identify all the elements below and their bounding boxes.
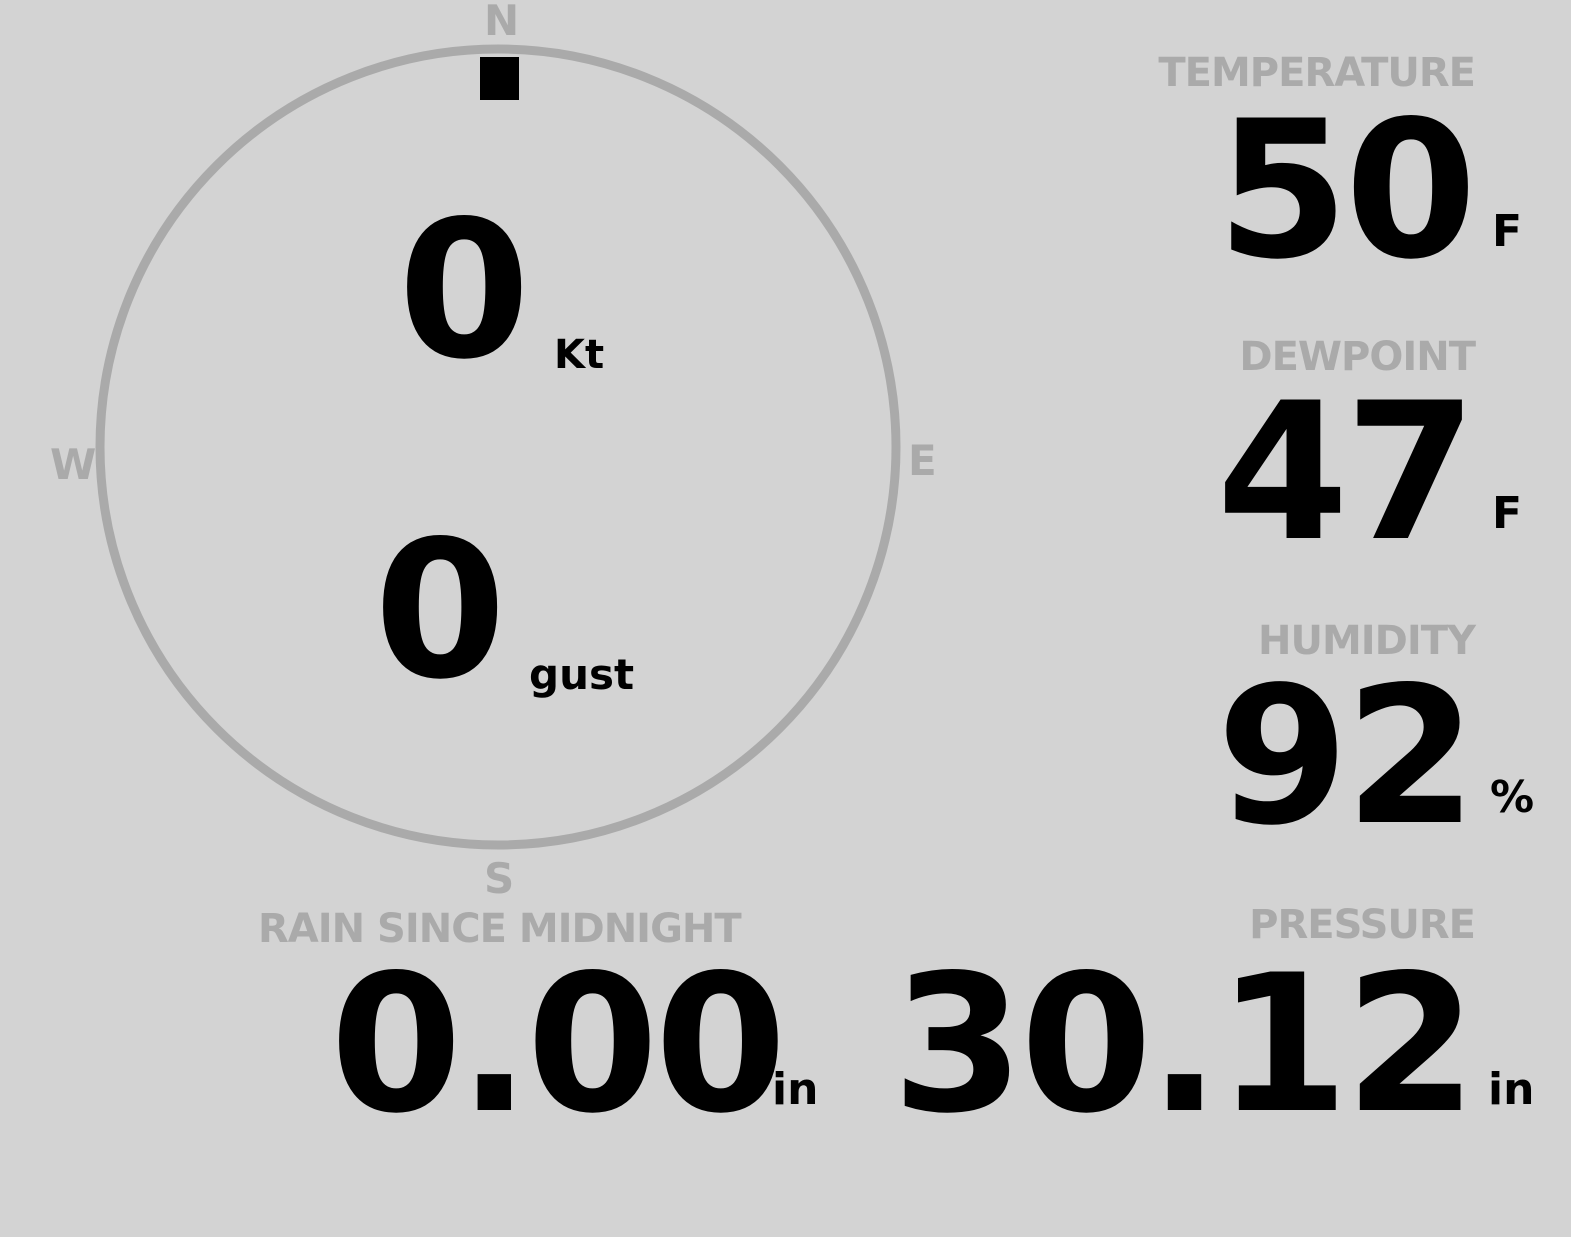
- compass-south: S: [484, 854, 515, 903]
- temperature-unit: F: [1492, 206, 1523, 257]
- gust-value: 0: [374, 500, 506, 721]
- wind-speed-value: 0: [398, 180, 530, 401]
- rain-unit: in: [772, 1064, 819, 1115]
- dewpoint-label: DEWPOINT: [1239, 334, 1476, 380]
- humidity-unit: %: [1490, 772, 1535, 823]
- temperature-value: 50: [1216, 80, 1477, 301]
- wind-direction-marker: [480, 57, 519, 100]
- compass-east: E: [908, 436, 937, 485]
- pressure-label: PRESSURE: [1249, 902, 1476, 948]
- rain-label: RAIN SINCE MIDNIGHT: [258, 906, 742, 952]
- compass-north: N: [484, 0, 520, 45]
- pressure-unit: in: [1488, 1064, 1535, 1115]
- gust-unit: gust: [529, 650, 635, 699]
- wind-speed-unit: Kt: [554, 332, 605, 378]
- dewpoint-unit: F: [1492, 488, 1523, 539]
- temperature-label: TEMPERATURE: [1158, 50, 1476, 96]
- humidity-value: 92: [1216, 646, 1477, 867]
- rain-value: 0.00: [330, 934, 787, 1155]
- compass-ring: [95, 44, 901, 850]
- compass-west: W: [50, 440, 97, 489]
- humidity-label: HUMIDITY: [1258, 618, 1476, 664]
- dewpoint-value: 47: [1216, 362, 1477, 583]
- pressure-value: 30.12: [892, 934, 1477, 1155]
